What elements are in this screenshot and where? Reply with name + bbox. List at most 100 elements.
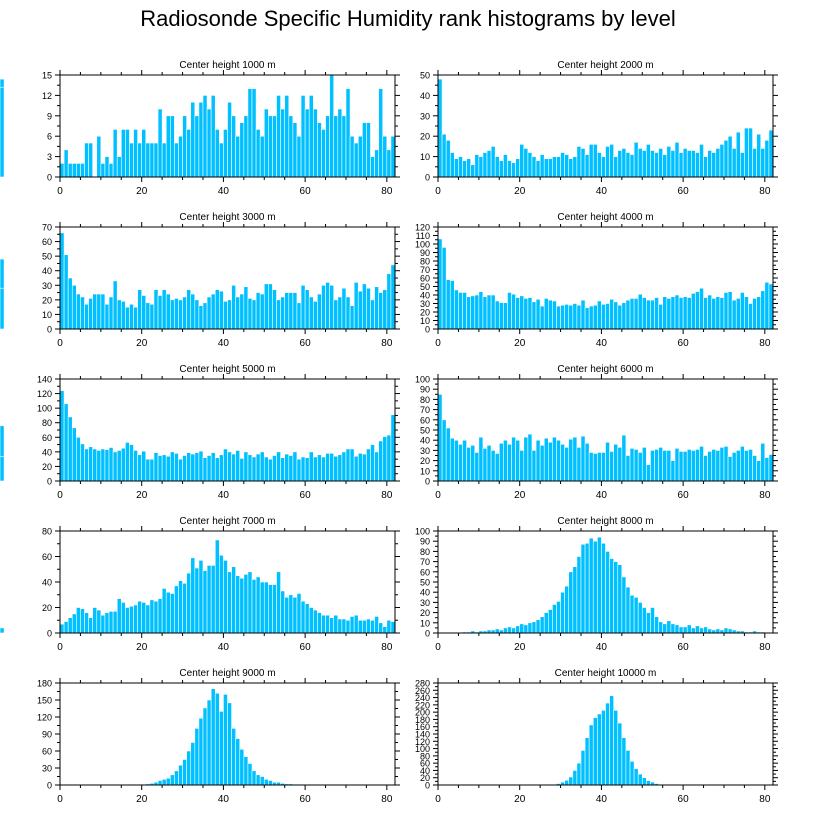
histogram-bar [609,558,614,634]
histogram-bar [715,628,721,634]
y-tick-label: 80 [42,527,52,537]
histogram-bar [104,303,110,330]
histogram-bar [170,774,175,786]
histogram-bar [654,616,659,634]
histogram-bar [454,289,459,330]
x-tick-label: 0 [57,186,63,197]
histogram-bar [312,108,318,178]
histogram-bar [535,619,541,634]
histogram-bar [337,108,343,178]
y-tick-label: 20 [420,608,430,618]
histogram-bar [198,101,204,178]
histogram-bar [76,607,81,634]
y-tick-label: 220 [415,700,430,710]
histogram-bar [116,598,122,634]
histogram-bar [727,135,733,178]
histogram-bar [292,596,298,634]
histogram-bar [137,289,143,330]
histogram-bar [300,456,306,482]
x-tick-label: 80 [759,794,771,805]
histogram-bar [670,150,676,178]
y-tick-label: 80 [420,395,430,405]
x-tick-label: 40 [218,338,230,349]
y-tick-label: 0 [47,173,52,183]
y-tick-label: 15 [42,71,52,81]
histogram-bar [441,247,447,330]
histogram-bar [560,443,565,482]
y-tick-label: 40 [420,91,430,101]
histogram-bar [353,455,359,482]
histogram-bar [59,163,65,178]
y-tick-label: 0 [425,477,430,487]
histogram-bar [390,414,396,482]
histogram-bar [539,305,545,330]
histogram-bar [507,626,512,634]
y-tick-label: 30 [420,111,430,121]
histogram-bar [670,623,676,634]
histogram-bar [174,770,179,786]
histogram-bar [137,142,143,178]
histogram-panel: Center height 8000 m0 20 40 60 8001020304050… [415,516,778,653]
histogram-bar [449,437,455,482]
histogram-bar [157,455,163,482]
histogram-bar [235,135,241,178]
histogram-bar [723,139,729,178]
histogram-bar [227,571,232,634]
histogram-bar [300,284,306,330]
histogram-bar [0,456,5,482]
histogram-bar [255,292,261,330]
histogram-bar [116,156,122,178]
histogram-bar [523,624,529,634]
histogram-bar [112,611,118,634]
histogram-bar [308,95,314,178]
histogram-bar [304,603,310,634]
y-tick-label: 10 [420,152,430,162]
histogram-bar [190,557,196,634]
histogram-bar [321,284,326,330]
histogram-bar [182,115,187,178]
figure-title: Radiosonde Specific Humidity rank histog… [140,6,676,31]
histogram-bar [646,464,651,482]
histogram-bar [482,448,488,482]
histogram-bar [157,598,163,634]
y-tick-label: 10 [420,618,430,628]
histogram-bar [744,296,749,330]
histogram-bar [227,702,232,786]
x-tick-label: 0 [57,490,63,501]
histogram-bar [629,154,635,178]
histogram-bar [84,142,89,178]
histogram-bar [259,451,265,482]
histogram-bar [153,289,159,330]
histogram-bar [182,759,187,786]
histogram-bar [227,299,232,330]
histogram-bar [699,627,704,634]
x-tick-label: 80 [759,186,771,197]
histogram-bar [699,446,704,482]
histogram-bar [202,570,208,634]
histogram-bar [272,584,277,634]
histogram-bar [214,457,220,482]
histogram-bar [149,458,155,482]
histogram-bar [731,452,737,482]
histogram-bar [337,296,343,330]
histogram-bar [445,279,451,330]
histogram-bar [498,302,504,330]
histogram-bar [458,156,463,178]
histogram-bar [588,144,594,178]
histogram-bar [503,302,508,330]
histogram-bar [210,565,216,634]
x-tick-label: 0 [435,490,441,501]
histogram-bar [63,403,69,482]
histogram-bar [366,618,371,634]
histogram-bar [288,594,294,634]
histogram-bar [707,628,713,634]
histogram-bar [613,301,619,330]
histogram-bar [317,454,322,482]
histogram-bar [382,436,388,482]
histogram-bar [67,163,73,178]
histogram-bar [519,450,525,482]
histogram-bar [588,724,594,786]
histogram-bar [752,455,757,482]
histogram-bar [494,628,500,634]
x-tick-label: 20 [136,642,148,653]
